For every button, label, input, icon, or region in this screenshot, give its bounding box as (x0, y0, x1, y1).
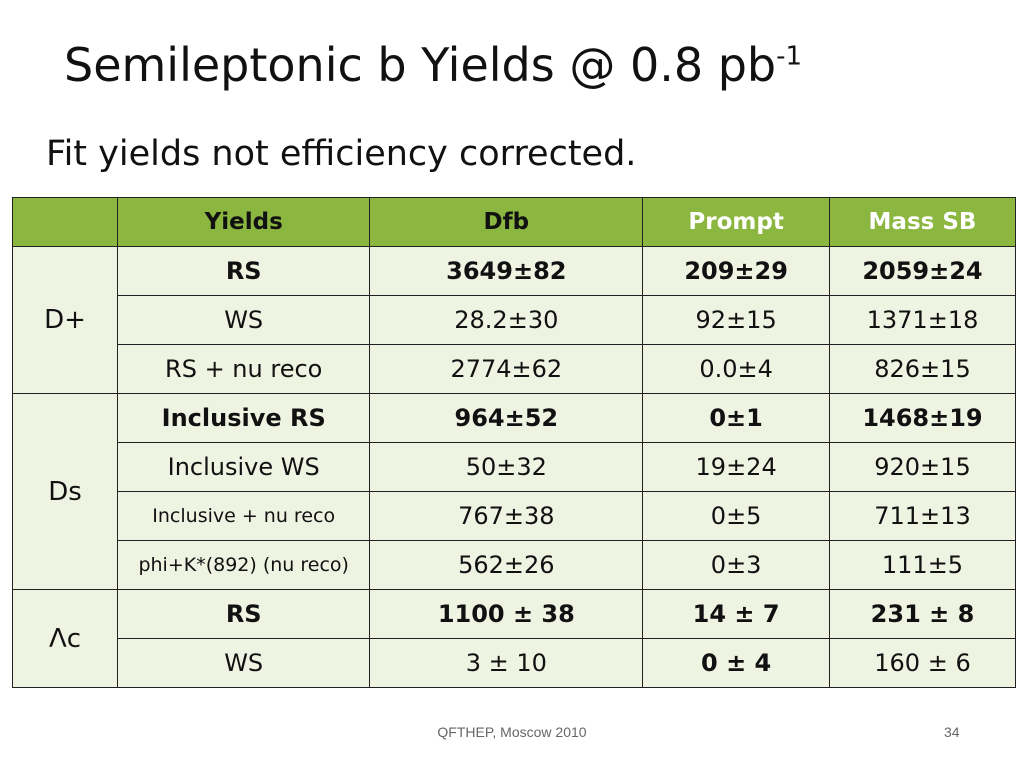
table-cell: 0±1 (642, 393, 830, 443)
table-cell: RS (117, 246, 371, 296)
header-cell: Prompt (642, 197, 830, 247)
table-cell: Inclusive WS (117, 442, 371, 492)
table-cell: WS (117, 295, 371, 345)
table-cell: WS (117, 638, 371, 688)
table-cell: 14 ± 7 (642, 589, 830, 639)
header-cell: Mass SB (828, 197, 1017, 247)
header-cell (11, 197, 119, 247)
title-superscript: -1 (776, 41, 803, 72)
table-cell: 50±32 (369, 442, 644, 492)
table-row: Inclusive + nu reco 767±38 0±5 711±13 (13, 491, 1017, 541)
title-text: Semileptonic b Yields @ 0.8 pb (64, 38, 777, 92)
table-row: Inclusive WS 50±32 19±24 920±15 (13, 442, 1017, 492)
table-cell: phi+K*(892) (nu reco) (117, 540, 371, 590)
table-cell: 1371±18 (828, 295, 1017, 345)
group-label: Ds (11, 393, 119, 590)
table-cell: 28.2±30 (369, 295, 644, 345)
table-cell: 3 ± 10 (369, 638, 644, 688)
group-label: D+ (11, 246, 119, 394)
table-cell: 92±15 (642, 295, 830, 345)
table-row: WS 28.2±30 92±15 1371±18 (13, 295, 1017, 345)
group-label: Λc (11, 589, 119, 688)
table-cell: 711±13 (828, 491, 1017, 541)
table-cell: 1468±19 (828, 393, 1017, 443)
header-cell: Yields (117, 197, 371, 247)
table-row: Ds Inclusive RS 964±52 0±1 1468±19 (11, 393, 1017, 590)
title: Semileptonic b Yields @ 0.8 pb-1 (64, 38, 802, 92)
subtitle: Fit yields not efficiency corrected. (46, 134, 637, 174)
table-cell: 1100 ± 38 (369, 589, 644, 639)
table-cell: 2774±62 (369, 344, 644, 394)
table-cell: 231 ± 8 (828, 589, 1017, 639)
table-cell: 209±29 (642, 246, 830, 296)
table-cell: 562±26 (369, 540, 644, 590)
table-row: phi+K*(892) (nu reco) 562±26 0±3 111±5 (13, 540, 1017, 590)
table-cell: 160 ± 6 (828, 638, 1017, 688)
table-cell: 920±15 (828, 442, 1017, 492)
table-cell: 0±3 (642, 540, 830, 590)
table-cell: 964±52 (369, 393, 644, 443)
table-cell: Inclusive RS (117, 393, 371, 443)
table-cell: RS + nu reco (117, 344, 371, 394)
page-number: 34 (944, 724, 960, 740)
table-cell: 767±38 (369, 491, 644, 541)
table-row: WS 3 ± 10 0 ± 4 160 ± 6 (13, 638, 1017, 688)
yields-table: Yields Dfb Prompt Mass SB D+ RS 3649±82 209±29 2… (11, 197, 1017, 688)
table-cell: 0±5 (642, 491, 830, 541)
header-row: Yields Dfb Prompt Mass SB (11, 197, 1017, 247)
table-cell: 111±5 (828, 540, 1017, 590)
table-row: Λc RS 1100 ± 38 14 ± 7 231 ± 8 (11, 589, 1017, 688)
table-cell: RS (117, 589, 371, 639)
table-row: RS + nu reco 2774±62 0.0±4 826±15 (13, 344, 1017, 394)
header-cell: Dfb (369, 197, 644, 247)
table-cell: 2059±24 (828, 246, 1017, 296)
table-cell: 826±15 (828, 344, 1017, 394)
table-cell: 0.0±4 (642, 344, 830, 394)
table-cell: 0 ± 4 (642, 638, 830, 688)
table-cell: Inclusive + nu reco (117, 491, 371, 541)
table-row: D+ RS 3649±82 209±29 2059±24 (11, 246, 1017, 394)
table-cell: 3649±82 (369, 246, 644, 296)
footer: QFTHEP, Moscow 2010 (437, 724, 587, 740)
table-cell: 19±24 (642, 442, 830, 492)
